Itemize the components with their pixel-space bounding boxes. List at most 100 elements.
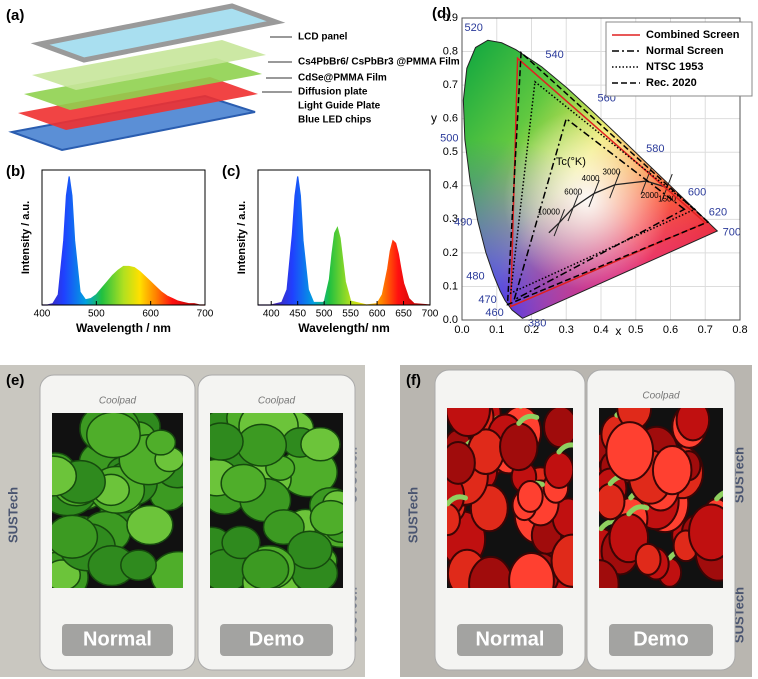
spectrum-line [258, 176, 431, 306]
panel-label: (f) [406, 372, 421, 389]
pepper [499, 422, 539, 472]
leaf [221, 525, 261, 560]
panel-label: (a) [6, 7, 24, 24]
y-tick-label: 0.1 [443, 280, 458, 292]
phone-caption: Normal [83, 628, 152, 650]
pepper [599, 482, 626, 521]
y-axis-label: Intensity / a.u. [20, 201, 32, 274]
y-tick-label: 0.6 [443, 113, 458, 125]
leader-lines [262, 36, 292, 93]
pepper [447, 408, 492, 437]
pepper [675, 408, 711, 442]
pepper [543, 408, 573, 449]
cct-label: 1500 [658, 194, 676, 203]
leaf [126, 504, 174, 546]
leaf [262, 509, 305, 546]
locus-label: 620 [709, 207, 727, 219]
pepper-stem [556, 442, 573, 455]
y-axis-label: Intensity / a.u. [236, 201, 248, 274]
x-tick-label: 500 [316, 309, 333, 320]
legend-label: Combined Screen [646, 29, 740, 41]
phone-caption: Normal [476, 628, 545, 650]
phone-caption: Demo [633, 628, 689, 650]
cct-label: 4000 [582, 174, 600, 183]
x-tick-label: 0.5 [628, 324, 643, 336]
red-layer [18, 77, 258, 130]
locus-label: 600 [688, 186, 706, 198]
spectral-locus [462, 39, 719, 319]
locus-label: 520 [464, 22, 482, 34]
gamut-triangle [506, 50, 710, 306]
x-axis-label: Wavelength/ nm [298, 321, 390, 335]
x-axis-label: x [615, 324, 621, 338]
layer-label: Blue LED chips [298, 115, 372, 126]
pepper [516, 479, 544, 513]
y-tick-label: 0.7 [443, 79, 458, 91]
locus-label: 480 [466, 270, 484, 282]
legend-label: Normal Screen [646, 45, 724, 57]
phone-brand: Coolpad [99, 396, 137, 407]
pepper-stem [516, 413, 540, 426]
green-layer [24, 58, 262, 110]
gamut-triangle [512, 117, 686, 302]
cct-label: 3000 [603, 167, 621, 176]
y-tick-label: 0.5 [443, 146, 458, 158]
caption-box [220, 624, 333, 656]
y-tick-label: 0.2 [443, 247, 458, 259]
plot-frame [461, 17, 741, 321]
x-tick-label: 400 [34, 309, 51, 320]
layer-label: CdSe@PMMA Film [298, 73, 387, 84]
cct-label: 6000 [564, 188, 582, 197]
screen-image [599, 408, 723, 588]
x-tick-label: 0.0 [454, 324, 469, 336]
watermark: SUSTech [405, 487, 420, 543]
gamut-triangle [509, 80, 697, 295]
locus-label: 700 [723, 227, 741, 239]
panel-label: (e) [6, 372, 24, 389]
x-tick-label: 600 [369, 309, 386, 320]
plot-frame [257, 169, 431, 306]
caption-box [609, 624, 713, 656]
x-tick-label: 400 [263, 309, 280, 320]
layer-label: Cs4PbBr6/ CsPbBr3 @PMMA Film [298, 57, 460, 68]
x-tick-label: 600 [142, 309, 159, 320]
leaf [52, 455, 78, 497]
isotherm [567, 193, 579, 222]
layer-label: Light Guide Plate [298, 101, 381, 112]
pepper-stem [714, 490, 723, 502]
cct-label: 10000 [538, 208, 561, 217]
locus-label: 580 [646, 143, 664, 155]
cct-title: Tc(°K) [556, 156, 586, 168]
pepper [550, 533, 573, 588]
locus-label: 470 [478, 294, 496, 306]
screen-image [210, 413, 343, 588]
y-tick-label: 0.8 [443, 45, 458, 57]
screen-image [447, 408, 573, 588]
caption-box [62, 624, 173, 656]
isotherm [609, 171, 621, 199]
phone-caption: Demo [249, 628, 305, 650]
x-tick-label: 650 [395, 309, 412, 320]
panel-label: (b) [6, 163, 25, 180]
isotherm [640, 167, 652, 195]
pepper [599, 559, 620, 588]
leaf [309, 499, 343, 536]
x-tick-label: 0.2 [524, 324, 539, 336]
x-tick-label: 0.6 [663, 324, 678, 336]
spectrum-line [42, 176, 205, 306]
leaf [52, 514, 99, 559]
cct-label: 2000 [641, 191, 659, 200]
screen-image [52, 413, 183, 588]
isotherm [588, 179, 600, 208]
plot-frame [41, 169, 206, 306]
phone-brand: Coolpad [642, 391, 680, 402]
locus-label: 540 [545, 49, 563, 61]
leaf [145, 429, 177, 456]
y-tick-label: 0.0 [443, 314, 458, 326]
locus-label: 460 [485, 307, 503, 319]
leaf [120, 549, 157, 581]
leaf [86, 413, 141, 459]
locus-label: 490 [454, 217, 472, 229]
layer-label: Diffusion plate [298, 87, 368, 98]
